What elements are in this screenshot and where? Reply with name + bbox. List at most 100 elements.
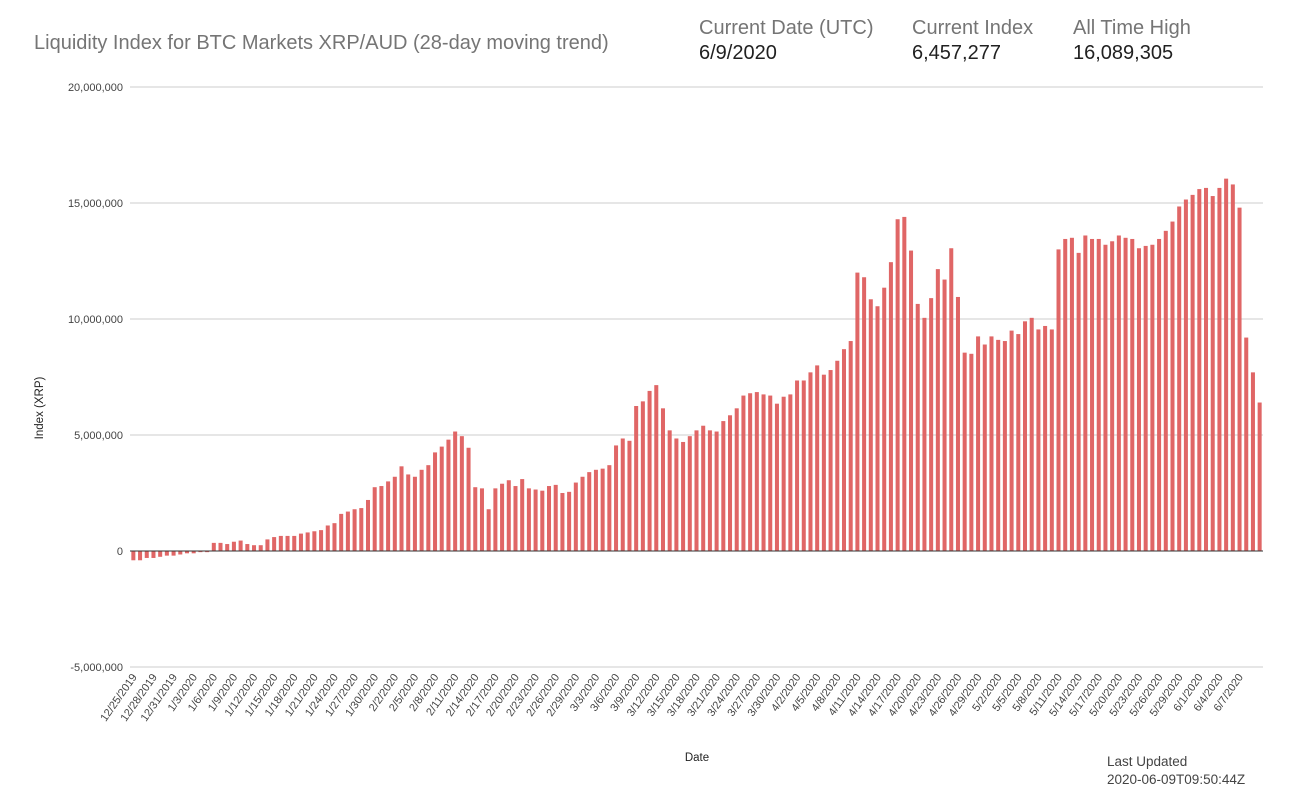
bar [1136,248,1141,552]
bar [754,392,759,551]
bar [479,488,484,551]
bar [909,250,914,551]
bar [573,482,578,551]
y-axis-ticks: 20,000,000 15,000,000 10,000,000 5,000,000 0… [68,82,123,674]
bar [1150,244,1155,551]
bar [218,542,223,551]
bar [714,431,719,551]
bar [1237,207,1242,551]
bar [841,349,847,551]
bar [138,551,143,561]
bar [513,486,518,551]
bar [795,380,800,551]
bar [332,523,337,551]
y-tick-label: 5,000,000 [74,430,123,442]
bar [768,395,773,551]
bar [184,551,189,554]
bar [962,352,967,551]
y-tick-label: 0 [117,546,123,558]
x-axis-title: Date [685,752,709,764]
bar [339,513,344,551]
bar [426,465,431,551]
bar [567,491,572,551]
bar [1230,184,1235,551]
bar [734,408,739,551]
bar [1123,237,1128,552]
bar [976,336,981,551]
bar [1204,187,1209,552]
bar [1183,199,1188,551]
stat-label: All Time High [1073,17,1191,39]
bar [1096,238,1101,551]
bar [660,408,665,551]
bar [171,551,176,556]
bar [144,551,149,558]
bar [473,487,478,551]
bar [607,465,612,551]
y-tick-label: -5,000,000 [70,662,123,674]
stat-value: 6/9/2020 [699,42,777,64]
bar [1170,221,1175,551]
bar [647,390,652,551]
bar [500,483,505,551]
bar [915,303,920,551]
bar [285,535,290,551]
bar [888,262,893,551]
bar [1063,238,1068,551]
bar [969,353,974,551]
bar [1244,337,1249,551]
bar [1022,321,1028,551]
bar [372,487,377,551]
bar [774,403,779,551]
bar [526,488,531,551]
bar [895,219,900,552]
chart-title: Liquidity Index for BTC Markets XRP/AUD … [34,32,609,54]
bar [1069,237,1074,552]
bar [982,344,987,551]
bar [674,438,679,551]
stat-label: Current Date (UTC) [699,17,874,39]
bar [245,544,250,551]
bar [848,341,853,551]
bar [345,511,350,551]
bar [862,277,867,551]
bar [694,430,699,551]
bar [1110,241,1115,551]
bar [1043,325,1048,551]
bar [433,452,438,551]
bar [493,488,498,551]
bar [546,486,552,551]
bar [352,509,357,551]
bar [419,469,424,551]
bar [1250,372,1255,551]
bar [205,551,210,553]
bar [1029,317,1034,551]
last-updated-value: 2020-06-09T09:50:44Z [1107,772,1246,787]
bar [741,395,746,551]
bar [875,306,880,551]
bar [654,385,659,551]
stat-label: Current Index [912,17,1034,39]
bar [399,466,404,551]
bar [506,480,511,551]
bar [312,531,317,551]
stat-current-index: Current Index 6,457,277 [912,14,1033,64]
bar [164,551,169,556]
bar [1177,206,1182,552]
bar [1163,230,1168,551]
bar [620,438,625,551]
stat-value: 6,457,277 [912,42,1001,64]
bar [412,476,417,551]
bar [1210,196,1215,552]
bar [305,532,310,551]
bar [1116,235,1121,552]
bar [198,551,203,553]
bar [1157,238,1162,551]
bar [319,530,324,551]
bar [868,299,873,551]
bar [292,535,297,551]
bar [359,508,364,551]
bar [614,445,619,551]
y-tick-label: 15,000,000 [68,198,123,210]
bar [1090,238,1095,551]
